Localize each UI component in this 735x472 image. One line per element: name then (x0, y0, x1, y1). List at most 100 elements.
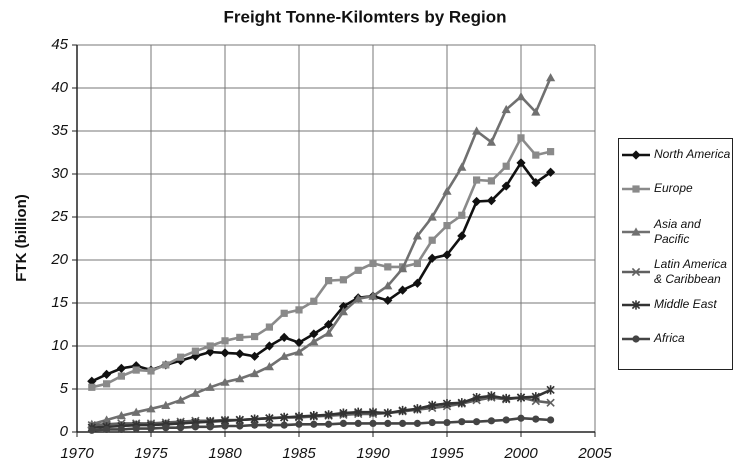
legend-label: Europe (654, 181, 693, 195)
marker-shape (502, 416, 510, 424)
marker-shape (294, 411, 304, 422)
marker (516, 158, 526, 168)
marker (632, 334, 640, 343)
marker (383, 281, 393, 290)
marker-shape (294, 347, 304, 356)
marker-shape (116, 363, 126, 373)
marker (176, 395, 186, 404)
marker-shape (132, 424, 140, 433)
marker-shape (547, 416, 555, 424)
marker-shape (413, 404, 422, 414)
marker-shape (428, 400, 437, 410)
marker (398, 285, 408, 295)
marker-shape (310, 297, 318, 305)
marker-shape (102, 369, 112, 379)
marker-shape (221, 337, 229, 345)
legend-item: Asia and Pacific (621, 217, 733, 247)
marker (428, 236, 436, 244)
marker (457, 398, 466, 408)
marker-shape (251, 421, 259, 429)
marker (147, 424, 155, 433)
y-tick-label: 45 (51, 36, 68, 53)
marker (131, 407, 141, 416)
marker-shape (502, 393, 511, 404)
marker (631, 227, 641, 236)
marker-shape (472, 196, 482, 207)
marker (250, 368, 260, 378)
marker (88, 426, 96, 434)
legend-swatch (622, 334, 650, 343)
marker-shape (531, 107, 541, 116)
marker (309, 337, 319, 346)
marker-shape (398, 285, 408, 295)
marker (280, 412, 289, 422)
marker-shape (487, 177, 495, 185)
marker (177, 353, 185, 361)
legend-item: Africa (621, 331, 733, 346)
marker-shape (427, 253, 437, 263)
marker (161, 400, 171, 409)
x-tick-label: 1995 (430, 445, 464, 462)
marker (532, 415, 540, 423)
marker (294, 411, 304, 422)
marker-shape (457, 231, 467, 241)
marker-shape (309, 411, 318, 421)
marker (280, 309, 288, 317)
x-tick-label: 2005 (577, 445, 612, 462)
legend-swatch (622, 227, 650, 236)
marker-shape (546, 385, 555, 395)
marker (102, 369, 112, 379)
marker (412, 231, 422, 240)
marker (517, 134, 525, 142)
marker (427, 253, 437, 263)
series-line (91, 388, 552, 429)
marker (531, 392, 540, 402)
marker-shape (442, 186, 452, 195)
marker-shape (339, 419, 347, 427)
legend-label: Africa (654, 331, 685, 345)
marker-shape (368, 291, 378, 300)
marker (221, 422, 229, 430)
x-tick-label: 1975 (134, 445, 168, 462)
marker (354, 407, 363, 417)
marker (191, 347, 199, 355)
y-axis-label: FTK (billion) (13, 194, 30, 281)
marker-shape (265, 323, 273, 331)
marker-shape (354, 407, 363, 417)
marker (487, 391, 496, 401)
marker-shape (206, 423, 214, 431)
marker-shape (206, 342, 214, 350)
marker (325, 277, 333, 285)
legend-label: North America (654, 147, 731, 161)
marker (325, 420, 333, 428)
marker (87, 376, 97, 386)
marker-shape (354, 419, 362, 427)
marker (501, 181, 511, 191)
marker (279, 332, 289, 342)
marker-shape (546, 398, 555, 407)
marker-shape (353, 294, 363, 303)
legend-label: Asia and Pacific (654, 217, 701, 246)
legend-swatch (622, 299, 650, 310)
marker-shape (295, 420, 303, 428)
y-tick-label: 35 (51, 122, 68, 139)
marker (547, 148, 555, 156)
marker-shape (309, 337, 319, 346)
marker-shape (162, 424, 170, 432)
marker (473, 176, 481, 184)
marker (368, 291, 378, 300)
marker (162, 361, 170, 369)
marker-shape (147, 424, 155, 433)
marker (383, 408, 392, 418)
marker-shape (516, 158, 526, 168)
legend-item: Middle East (621, 297, 733, 312)
marker (117, 425, 125, 434)
y-tick-label: 0 (60, 423, 69, 440)
marker (309, 411, 318, 421)
marker (132, 366, 140, 374)
marker (339, 276, 347, 284)
marker (442, 250, 452, 260)
y-tick-label: 10 (51, 337, 68, 354)
marker-shape (117, 372, 125, 380)
marker (235, 374, 245, 383)
